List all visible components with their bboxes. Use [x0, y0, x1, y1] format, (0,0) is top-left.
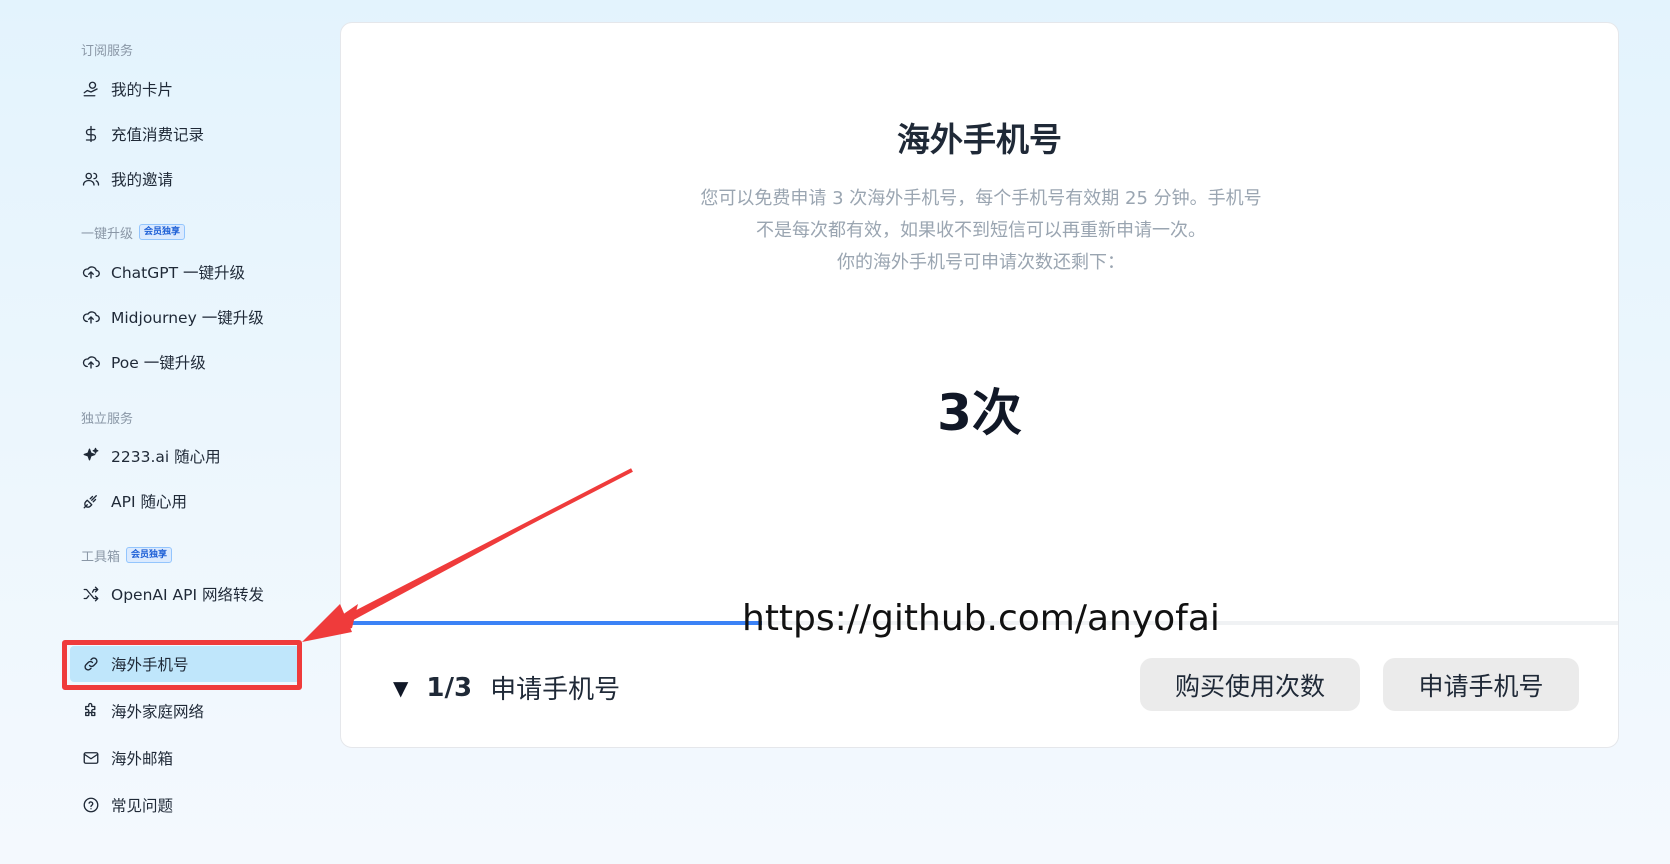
sidebar-item-label: Midjourney 一键升级	[111, 309, 264, 327]
users-icon	[81, 169, 101, 189]
sidebar-item-openai-api-forward[interactable]: OpenAI API 网络转发	[70, 576, 300, 612]
sidebar-item-api[interactable]: API 随心用	[70, 483, 300, 519]
group-label-text: 订阅服务	[81, 43, 134, 59]
step-toggle[interactable]: ▼ 1/3 申请手机号	[393, 669, 620, 706]
sparkle-icon	[81, 446, 101, 466]
cloud-upload-icon	[81, 352, 101, 372]
caret-down-icon: ▼	[393, 675, 409, 700]
sidebar-item-label: Poe 一键升级	[111, 354, 206, 372]
description-line: 不是每次都有效，如果收不到短信可以再重新申请一次。	[756, 220, 1206, 241]
sidebar: 订阅服务 我的卡片 充值消费记录 我的邀请 一键升级 会员独享 ChatGPT …	[0, 0, 320, 864]
sidebar-item-label: 充值消费记录	[111, 126, 205, 144]
watermark-text: https://github.com/anyofai	[742, 598, 1220, 639]
group-label-toolbox: 工具箱 会员独享	[81, 546, 173, 565]
sidebar-item-label: 海外手机号	[111, 656, 189, 674]
sidebar-item-overseas-phone[interactable]: 海外手机号	[70, 646, 300, 682]
plug-icon	[81, 491, 101, 511]
sidebar-item-label: ChatGPT 一键升级	[111, 264, 245, 282]
step-label: 申请手机号	[490, 675, 621, 705]
step-indicator: 1/3	[426, 672, 473, 703]
group-label-standalone: 独立服务	[81, 408, 134, 427]
page-description: 您可以免费申请 3 次海外手机号，每个手机号有效期 25 分钟。手机号 不是每次…	[661, 183, 1301, 279]
sidebar-item-poe-upgrade[interactable]: Poe 一键升级	[70, 344, 300, 380]
sidebar-item-label: 海外邮箱	[111, 750, 174, 768]
sidebar-item-label: 2233.ai 随心用	[111, 448, 221, 466]
sidebar-item-label: API 随心用	[111, 493, 187, 511]
buy-usage-button[interactable]: 购买使用次数	[1140, 658, 1360, 711]
sidebar-item-faq[interactable]: 常见问题	[70, 787, 300, 823]
sidebar-item-label: 我的邀请	[111, 171, 174, 189]
mail-icon	[81, 748, 101, 768]
group-label-subscription: 订阅服务	[81, 40, 134, 59]
group-label-text: 一键升级	[81, 226, 134, 242]
sidebar-item-label: OpenAI API 网络转发	[111, 586, 264, 604]
sidebar-item-label: 我的卡片	[111, 81, 174, 99]
sidebar-item-midjourney-upgrade[interactable]: Midjourney 一键升级	[70, 299, 300, 335]
dollar-icon	[81, 124, 101, 144]
sidebar-item-my-cards[interactable]: 我的卡片	[70, 71, 300, 107]
shuffle-icon	[81, 584, 101, 604]
description-line: 您可以免费申请 3 次海外手机号，每个手机号有效期 25 分钟。手机号	[700, 188, 1262, 209]
group-label-upgrade: 一键升级 会员独享	[81, 223, 186, 242]
sidebar-item-chatgpt-upgrade[interactable]: ChatGPT 一键升级	[70, 254, 300, 290]
sidebar-item-label: 海外家庭网络	[111, 703, 205, 721]
group-label-text: 工具箱	[81, 549, 121, 565]
sidebar-item-recharge-records[interactable]: 充值消费记录	[70, 116, 300, 152]
link-icon	[81, 654, 101, 674]
sidebar-item-my-invites[interactable]: 我的邀请	[70, 161, 300, 197]
step-progress-fill	[341, 621, 763, 625]
member-badge: 会员独享	[139, 224, 186, 240]
description-line: 你的海外手机号可申请次数还剩下：	[837, 252, 1125, 273]
help-circle-icon	[81, 795, 101, 815]
sidebar-item-label: 常见问题	[111, 797, 174, 815]
main-card: 海外手机号 您可以免费申请 3 次海外手机号，每个手机号有效期 25 分钟。手机…	[340, 22, 1619, 748]
apply-phone-button[interactable]: 申请手机号	[1383, 658, 1579, 711]
cloud-upload-icon	[81, 262, 101, 282]
coins-icon	[81, 79, 101, 99]
cloud-upload-icon	[81, 307, 101, 327]
sidebar-item-overseas-mail[interactable]: 海外邮箱	[70, 740, 300, 776]
puzzle-icon	[81, 701, 101, 721]
remaining-count: 3次	[937, 384, 1022, 442]
sidebar-item-2233ai[interactable]: 2233.ai 随心用	[70, 438, 300, 474]
page-title: 海外手机号	[897, 120, 1062, 159]
member-badge: 会员独享	[126, 547, 173, 563]
group-label-text: 独立服务	[81, 411, 134, 427]
sidebar-item-overseas-home-network[interactable]: 海外家庭网络	[70, 693, 300, 729]
